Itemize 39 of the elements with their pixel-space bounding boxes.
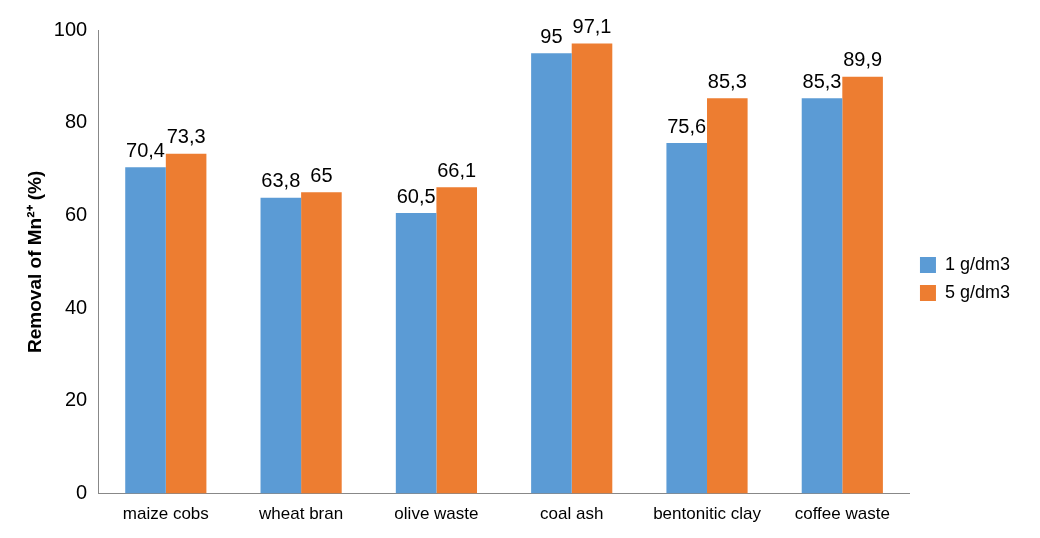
bar — [571, 43, 613, 494]
data-label: 73,3 — [166, 125, 206, 148]
bar — [395, 213, 437, 494]
y-tick-label: 100 — [53, 17, 88, 40]
x-tick-label: olive waste — [394, 504, 479, 524]
y-tick-label: 60 — [64, 202, 88, 225]
bar — [125, 167, 166, 494]
x-tick-label: coal ash — [540, 504, 604, 524]
legend-label: 5 g/dm3 — [944, 281, 1011, 302]
y-tick-label: 80 — [64, 110, 88, 133]
bar — [842, 76, 883, 494]
x-tick-label: coffee waste — [794, 504, 890, 524]
data-label: 66,1 — [437, 158, 477, 181]
x-tick-label: wheat bran — [258, 504, 344, 524]
bar — [707, 98, 748, 494]
data-label: 75,6 — [667, 114, 707, 137]
data-label: 89,9 — [843, 48, 883, 71]
legend-label: 1 g/dm3 — [944, 253, 1011, 274]
data-label: 85,3 — [707, 69, 747, 92]
bar — [260, 197, 302, 494]
bar — [801, 98, 843, 494]
y-tick-label: 20 — [64, 388, 88, 411]
data-label: 85,3 — [802, 69, 842, 92]
bar — [531, 53, 572, 494]
y-tick-label: 40 — [64, 295, 88, 318]
data-label: 65 — [310, 163, 333, 186]
data-label: 63,8 — [261, 169, 301, 192]
data-label: 97,1 — [572, 14, 612, 37]
bar — [165, 153, 207, 494]
data-label: 70,4 — [126, 138, 165, 161]
bar — [301, 192, 342, 494]
x-tick-label: bentonitic clay — [653, 504, 762, 524]
y-axis-title: Removal of Mn²⁺ (%) — [23, 170, 45, 353]
x-tick-label: maize cobs — [122, 504, 209, 524]
data-label: 95 — [540, 24, 563, 47]
data-label: 60,5 — [396, 184, 436, 207]
bar — [436, 187, 478, 494]
y-tick-label: 0 — [76, 481, 88, 504]
bar — [666, 143, 708, 494]
